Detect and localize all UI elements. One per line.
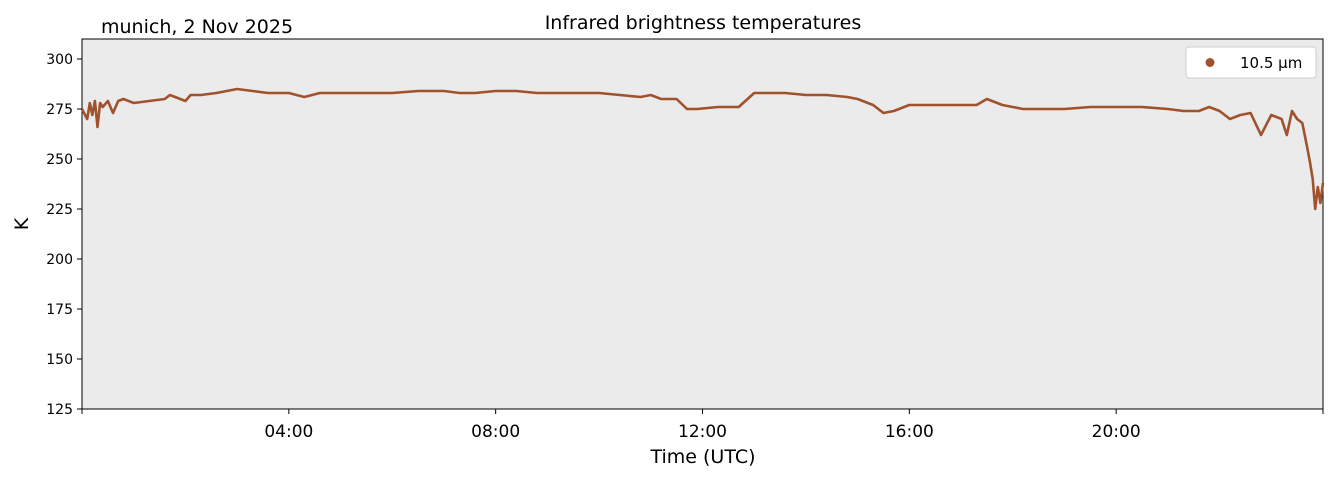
series-line [80, 87, 1325, 211]
x-tick-label: 12:00 [678, 422, 727, 442]
x-axis: 04:00 08:00 12:00 16:00 20:00 [81, 409, 1324, 442]
y-axis: 125 150 175 200 225 250 275 300 [46, 52, 82, 418]
y-axis-label: K [11, 217, 33, 230]
legend-box [1185, 46, 1317, 79]
plot-area [81, 38, 1324, 410]
y-tick-label: 200 [46, 252, 73, 268]
y-tick-label: 275 [46, 102, 73, 118]
y-tick-label: 150 [46, 352, 73, 368]
y-tick-label: 225 [46, 202, 73, 218]
legend: 10.5 µm [1185, 46, 1317, 79]
x-tick-label: 16:00 [885, 422, 934, 442]
legend-label: 10.5 µm [1240, 54, 1302, 72]
y-tick-label: 125 [46, 402, 73, 418]
x-tick-label: 20:00 [1092, 422, 1141, 442]
x-tick-label: 04:00 [264, 422, 313, 442]
chart-title: Infrared brightness temperatures [545, 12, 862, 34]
y-tick-label: 175 [46, 302, 73, 318]
x-tick-label: 08:00 [471, 422, 520, 442]
chart-subtitle: munich, 2 Nov 2025 [101, 16, 293, 38]
legend-marker [1205, 58, 1215, 67]
x-axis-label: Time (UTC) [649, 446, 755, 468]
y-tick-label: 250 [46, 152, 73, 168]
series-layer [80, 87, 1325, 211]
y-tick-label: 300 [46, 52, 73, 68]
